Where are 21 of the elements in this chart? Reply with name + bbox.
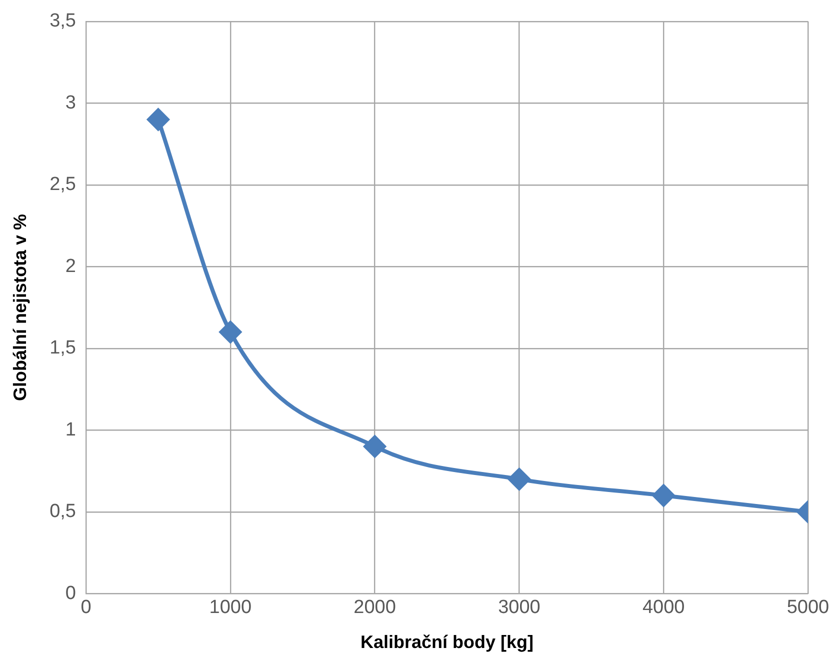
point (508, 468, 530, 490)
y-tick-label: 3 (65, 92, 76, 114)
x-tick-label: 5000 (786, 597, 830, 618)
x-tick-label: 0 (80, 597, 92, 618)
y-tick-label: 0,5 (50, 501, 76, 522)
y-tick-label: 3,5 (50, 10, 76, 32)
x-tick-label: 1000 (209, 597, 252, 618)
y-tick-label: 0 (65, 582, 76, 604)
x-tick-label: 2000 (354, 597, 396, 618)
point (147, 108, 170, 130)
y-axis-title: Globální nejistota v % (10, 214, 30, 402)
x-tick-label: 4000 (642, 597, 685, 618)
x-tick-label: 3000 (498, 597, 540, 618)
x-axis-title: Kalibrační body [kg] (360, 632, 534, 652)
point (364, 435, 386, 458)
y-tick-label: 1 (65, 419, 76, 440)
point (219, 321, 242, 344)
y-tick-label: 2,5 (50, 174, 76, 196)
point (652, 484, 675, 507)
y-tick-label: 1,5 (50, 338, 76, 359)
y-tick-label: 2 (65, 256, 76, 277)
